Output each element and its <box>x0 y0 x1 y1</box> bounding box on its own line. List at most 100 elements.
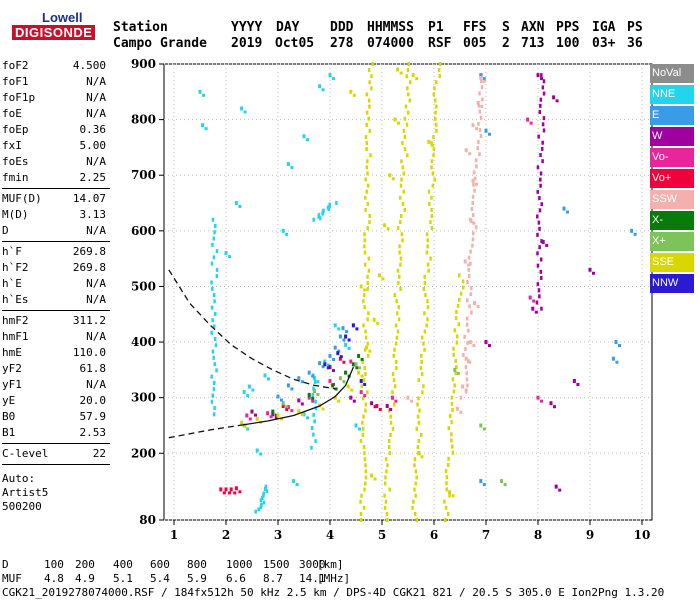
trace-mark <box>402 171 406 176</box>
trace-mark <box>363 366 366 370</box>
data-point <box>416 451 420 456</box>
data-point <box>328 73 332 78</box>
trace-mark <box>211 318 214 323</box>
data-point <box>482 79 486 83</box>
header-label: S <box>502 20 510 35</box>
trace-mark <box>362 445 366 450</box>
trace-mark <box>364 469 368 474</box>
trace-mark <box>368 104 371 109</box>
trace-mark <box>472 170 476 175</box>
data-point <box>359 378 363 383</box>
data-point <box>245 413 249 418</box>
y-tick-label: 700 <box>131 168 156 182</box>
data-point <box>338 376 342 381</box>
trace-mark <box>213 380 216 385</box>
data-point <box>464 356 468 361</box>
data-point <box>297 398 301 403</box>
trace-mark <box>457 322 461 327</box>
data-point <box>357 353 361 358</box>
data-point <box>281 404 285 408</box>
data-point <box>359 284 363 289</box>
data-point <box>332 357 335 361</box>
legend-item: SSE <box>650 253 694 272</box>
trace-mark <box>535 300 539 305</box>
header-label: HHMMSS <box>367 20 414 35</box>
trace-mark <box>310 425 314 430</box>
trace-mark <box>360 493 363 498</box>
trace-mark <box>215 274 219 279</box>
data-point <box>390 395 394 400</box>
trace-mark <box>399 256 403 261</box>
data-point <box>333 395 337 400</box>
data-point <box>364 345 368 350</box>
trace-mark <box>448 493 451 498</box>
data-point <box>354 362 358 367</box>
data-point <box>411 73 415 78</box>
trace-mark <box>537 288 541 293</box>
trace-mark <box>430 207 433 212</box>
trace-mark <box>413 487 416 492</box>
data-point <box>246 427 250 431</box>
trace-mark <box>384 499 388 504</box>
trace-mark <box>365 110 369 115</box>
trace-mark <box>322 208 325 213</box>
trace-mark <box>438 74 442 79</box>
param-row: foF1p N/A <box>2 90 106 106</box>
y-tick-label: 300 <box>131 391 156 405</box>
legend-item: W <box>650 127 694 146</box>
header-label: AXN <box>521 20 545 35</box>
y-tick-label: 600 <box>131 224 156 238</box>
trace-mark <box>416 445 420 450</box>
data-point <box>475 127 478 131</box>
trace-mark <box>368 214 371 218</box>
footer-muf-value: 4.9 <box>75 572 95 585</box>
trace-mark <box>541 140 544 145</box>
data-point <box>363 394 367 398</box>
trace-mark <box>426 238 429 243</box>
trace-mark <box>458 297 461 302</box>
data-point <box>290 409 294 413</box>
param-value: N/A <box>86 293 106 306</box>
data-point <box>202 93 205 97</box>
data-point <box>290 166 294 170</box>
trace-mark <box>452 352 455 357</box>
data-point <box>351 323 355 328</box>
data-point <box>255 448 259 453</box>
trace-mark <box>481 97 484 102</box>
trace-mark <box>212 355 215 360</box>
trace-mark <box>403 116 407 121</box>
data-point <box>276 413 280 418</box>
footer-muf-value: 8.7 <box>263 572 283 585</box>
trace-mark <box>397 274 401 279</box>
data-point <box>618 344 621 348</box>
trace-mark <box>314 399 317 404</box>
trace-mark <box>419 432 423 437</box>
trace-mark <box>364 335 368 340</box>
trace-mark <box>259 505 263 510</box>
data-point <box>347 338 351 342</box>
param-row: C-level 22 <box>2 446 106 462</box>
trace-mark <box>401 141 404 146</box>
data-point <box>333 323 337 328</box>
trace-mark <box>434 110 437 115</box>
trace-mark <box>538 208 542 213</box>
trace-mark <box>368 80 371 85</box>
trace-mark <box>454 316 458 321</box>
data-point <box>316 392 320 396</box>
trace-mark <box>463 334 466 339</box>
data-point <box>338 356 342 361</box>
data-point <box>323 362 327 367</box>
trace-mark <box>536 282 540 287</box>
trace-mark <box>465 322 469 327</box>
legend-item: NNE <box>650 85 694 104</box>
trace-mark <box>213 230 216 235</box>
data-point <box>300 380 304 384</box>
param-row: Artist5 <box>2 485 106 499</box>
trace-mark <box>370 86 373 91</box>
trace-mark <box>362 293 366 298</box>
x-tick-label: 2 <box>222 528 230 542</box>
trace-mark <box>434 80 438 85</box>
data-point <box>415 77 419 81</box>
trace-mark <box>365 92 369 97</box>
